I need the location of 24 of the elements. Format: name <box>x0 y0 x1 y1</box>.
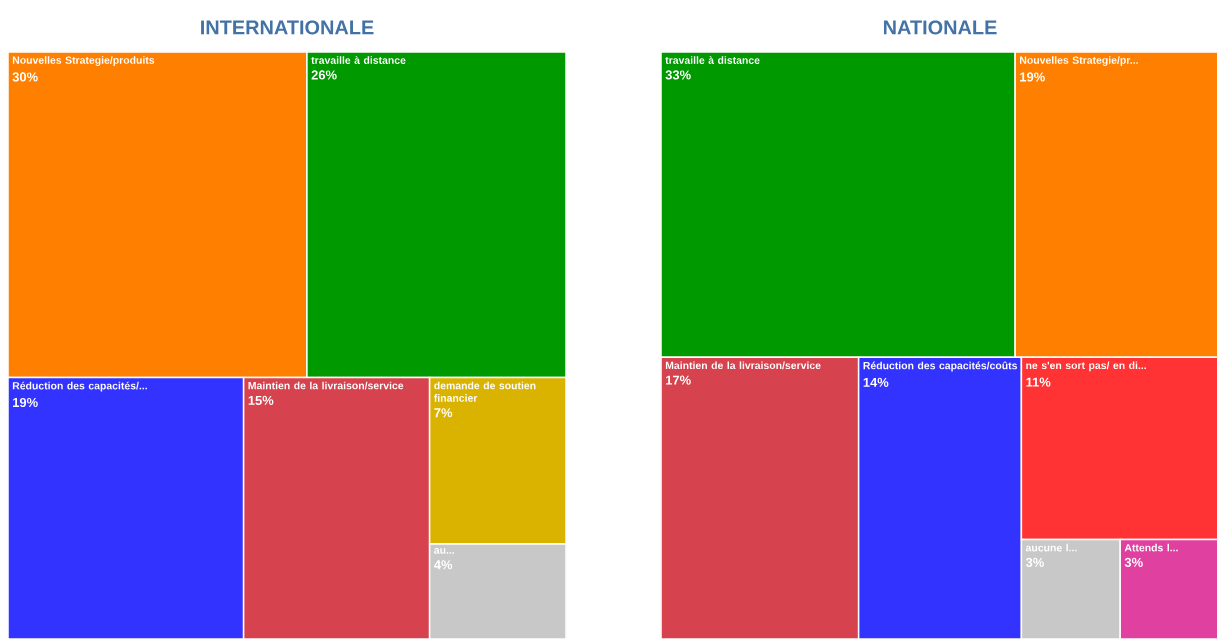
data-label: 15% <box>248 395 274 405</box>
category-label: Nouvelles Strategie/produits <box>12 56 155 66</box>
category-label: Nouvelles Strategie/pr... <box>1020 56 1138 66</box>
data-label: 14% <box>863 377 889 387</box>
text: INTERNATIONALE <box>201 20 374 35</box>
category-label: Réduction des capacités/... <box>12 381 147 392</box>
category-label: travaille à distance <box>311 56 406 64</box>
category-label: demande de soutien financier <box>433 381 536 402</box>
data-label: 19% <box>13 397 38 408</box>
data-label: 11% <box>1026 377 1051 387</box>
data-label: 26% <box>311 70 337 80</box>
category-label: Maintien de la livraison/service <box>665 361 821 370</box>
category-label: ne s'en sort pas/ en di... <box>1026 361 1146 372</box>
data-label: 3% <box>1124 557 1143 567</box>
data-label: 30% <box>12 72 38 82</box>
category-label: Maintien de la livraison/service <box>248 381 404 390</box>
data-label: 33% <box>665 70 691 80</box>
category-label: Réduction des capacités/coûts <box>863 361 1018 372</box>
text: NATIONALE <box>883 20 997 35</box>
category-label: Attends l... <box>1124 543 1178 552</box>
data-label: 17% <box>666 375 691 385</box>
category-label: travaille à distance <box>665 56 760 64</box>
data-label: 19% <box>1020 72 1045 82</box>
data-label: 7% <box>434 408 453 418</box>
